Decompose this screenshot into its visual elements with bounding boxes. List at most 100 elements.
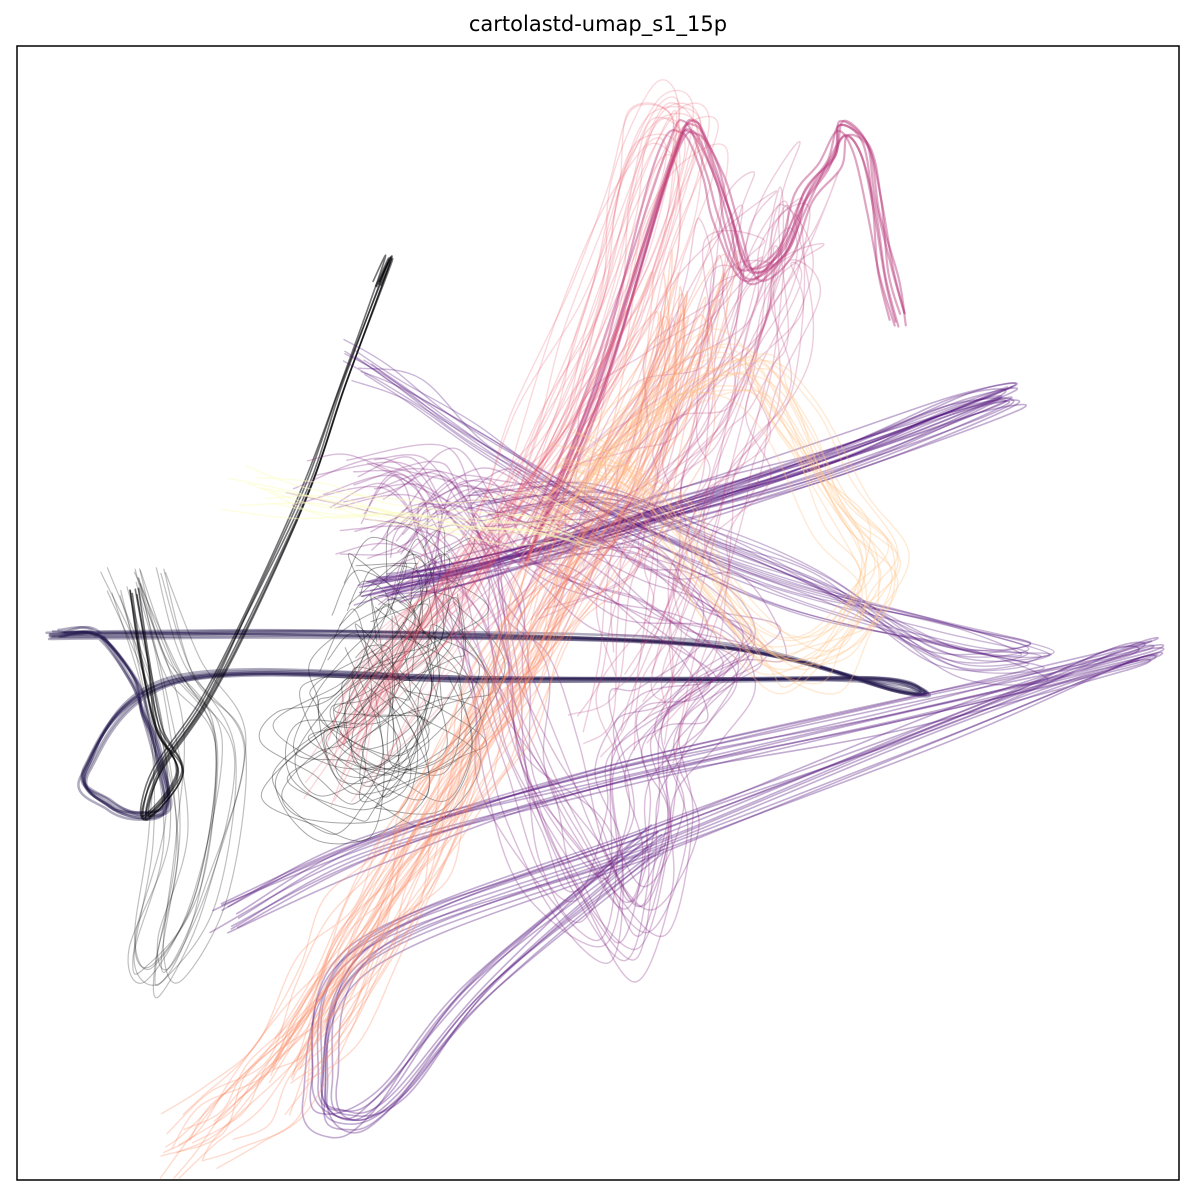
trajectory-line — [236, 651, 1164, 1121]
trajectory-line — [271, 595, 400, 835]
trajectory-line — [304, 133, 681, 783]
trajectory-line — [129, 257, 390, 821]
trajectory-line — [269, 491, 585, 546]
trajectory-line — [334, 493, 740, 962]
trajectory-line — [284, 644, 401, 822]
trajectory-line — [363, 102, 701, 774]
trajectory-line — [317, 553, 434, 785]
trajectory-line — [533, 202, 811, 702]
series-11 — [159, 249, 739, 1179]
trajectory-line — [339, 525, 738, 961]
trajectory-line — [351, 379, 1046, 674]
trajectory-line — [536, 359, 893, 671]
trajectory-line — [178, 317, 677, 1179]
trajectory-line — [547, 204, 814, 703]
trajectory-line — [518, 346, 863, 648]
trajectory-line — [530, 351, 868, 639]
trajectory-line — [49, 630, 932, 817]
trajectory-line — [48, 630, 926, 818]
trajectory-line — [525, 128, 897, 562]
series-13 — [221, 465, 603, 549]
trajectory-line — [523, 129, 900, 563]
trajectory-line — [213, 273, 728, 1126]
trajectory-line — [100, 569, 217, 970]
trajectory-line — [555, 389, 899, 695]
trajectory-line — [343, 550, 433, 750]
trajectory-line — [308, 536, 441, 757]
trajectory-line — [543, 368, 899, 661]
trajectory-lines — [45, 79, 1165, 1179]
trajectory-line — [552, 200, 789, 745]
trajectory-line — [527, 122, 902, 558]
trajectory-line — [559, 245, 781, 751]
trajectory-line — [292, 457, 724, 903]
series-7 — [285, 443, 788, 983]
trajectory-line — [106, 571, 223, 984]
trajectory-line — [227, 636, 1159, 1114]
trajectory-line — [551, 140, 801, 645]
trajectory-line — [258, 580, 390, 805]
trajectory-line — [134, 568, 247, 971]
trajectory-line — [221, 644, 1155, 1120]
trajectory-line — [359, 385, 1014, 588]
trajectory-line — [292, 485, 712, 942]
trajectory-line — [220, 641, 1146, 1112]
trajectory-line — [329, 561, 463, 776]
trajectory-line — [517, 343, 890, 639]
trajectory-line — [335, 524, 709, 964]
trajectory-line — [325, 594, 430, 801]
trajectory-line — [166, 271, 654, 1135]
series-2 — [100, 567, 247, 999]
trajectory-line — [339, 89, 695, 749]
trajectory-line — [209, 659, 1140, 1139]
series-10 — [303, 79, 729, 807]
series-12 — [512, 328, 910, 695]
trajectory-line — [512, 385, 868, 676]
trajectory-line — [338, 79, 680, 749]
trajectory-line — [342, 117, 681, 775]
trajectory-line — [525, 371, 862, 688]
trajectory-line — [528, 363, 880, 671]
trajectory-line — [344, 521, 458, 771]
trajectory-line — [309, 562, 433, 770]
trajectory-line — [334, 527, 465, 726]
trajectory-line — [353, 460, 782, 907]
trajectory-line — [544, 259, 821, 764]
trajectory-line — [336, 572, 490, 775]
trajectory-line — [358, 400, 1011, 596]
trajectory-line — [323, 103, 675, 753]
trajectory-line — [335, 630, 481, 828]
trajectory-line — [182, 272, 671, 1116]
series-3 — [258, 521, 506, 845]
trajectory-line — [212, 645, 1140, 1115]
trajectory-line — [485, 220, 742, 716]
trajectory-line — [192, 285, 686, 1144]
series-4 — [353, 382, 1027, 606]
trajectory-line — [48, 625, 922, 815]
trajectory-line — [216, 314, 716, 1169]
trajectory-line — [330, 154, 681, 807]
trajectory-line — [358, 590, 487, 803]
trajectory-line — [554, 357, 899, 652]
trajectory-line — [506, 256, 763, 752]
trajectory-line — [221, 640, 1153, 1122]
trajectory-line — [353, 396, 1001, 606]
trajectory-line — [163, 313, 682, 1154]
trajectory-line — [366, 462, 769, 908]
trajectory-line — [260, 608, 385, 842]
trajectory-line — [51, 631, 930, 820]
trajectory-line — [275, 623, 431, 845]
trajectory-line — [582, 171, 839, 685]
trajectory-line — [201, 296, 707, 1160]
trajectory-line — [386, 537, 506, 771]
trajectory-line — [460, 204, 744, 717]
trajectory-line — [236, 647, 1165, 1117]
trajectory-line — [230, 653, 1159, 1126]
trajectory-line — [237, 249, 739, 1101]
trajectory-line — [556, 197, 804, 675]
trajectory-line — [343, 338, 1032, 652]
trajectory-line — [346, 106, 702, 765]
trajectory-line — [322, 474, 741, 944]
trajectory-line — [530, 229, 766, 692]
